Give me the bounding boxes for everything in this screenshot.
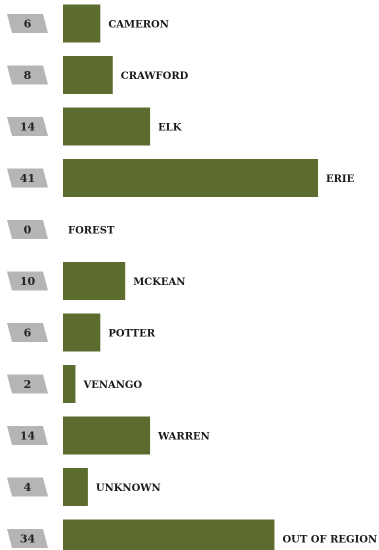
value-label: 6	[24, 327, 32, 340]
value-badge	[7, 117, 48, 136]
bar-row-warren: 14 WARREN	[7, 416, 210, 455]
category-label: VENANGO	[82, 380, 142, 391]
bar-row-unknown: 4 UNKNOWN	[7, 468, 161, 506]
bar	[63, 468, 88, 506]
value-badge	[7, 271, 48, 291]
value-label: 0	[24, 224, 32, 237]
bar-row-cameron: 6 CAMERON	[7, 4, 169, 43]
bar	[63, 56, 113, 94]
value-badge	[7, 65, 48, 85]
value-label: 41	[20, 172, 35, 185]
bar	[63, 365, 76, 403]
category-label: ERIE	[326, 174, 355, 185]
bar-row-crawford: 8 CRAWFORD	[7, 56, 189, 94]
category-label: MCKEAN	[133, 277, 185, 288]
bar	[63, 416, 151, 455]
bar-row-mckean: 10 MCKEAN	[7, 262, 185, 300]
bar	[63, 262, 126, 300]
bar-row-venango: 2 VENANGO	[7, 365, 142, 403]
value-label: 2	[24, 378, 32, 391]
category-label: CRAWFORD	[121, 71, 189, 82]
bar-row-forest: 0 FOREST	[7, 220, 115, 239]
value-label: 10	[20, 275, 36, 288]
bar	[63, 159, 318, 197]
value-badge	[7, 14, 48, 33]
category-label: POTTER	[108, 329, 155, 340]
bar	[63, 107, 151, 146]
category-label: FOREST	[68, 226, 115, 237]
bar-row-elk: 14 ELK	[7, 107, 182, 146]
bar-row-erie: 41 ERIE	[7, 159, 355, 197]
value-badge	[7, 323, 48, 342]
bar	[63, 519, 275, 550]
value-badge	[7, 529, 48, 548]
value-label: 4	[24, 481, 32, 494]
value-badge	[7, 477, 48, 497]
value-badge	[7, 168, 48, 188]
value-badge	[7, 426, 48, 445]
value-label: 8	[24, 69, 32, 82]
bar	[63, 313, 101, 352]
bar	[63, 4, 101, 43]
value-label: 6	[24, 18, 32, 31]
value-label: 34	[20, 533, 36, 546]
bar-row-out-of-region: 34 OUT OF REGION	[7, 519, 377, 550]
bar-row-potter: 6 POTTER	[7, 313, 156, 352]
value-badge	[7, 374, 48, 394]
category-label: UNKNOWN	[96, 483, 161, 494]
category-label: WARREN	[157, 432, 210, 443]
category-label: OUT OF REGION	[282, 535, 377, 546]
value-label: 14	[20, 430, 36, 443]
category-label: ELK	[158, 123, 182, 134]
category-label: CAMERON	[108, 20, 169, 31]
value-badge	[7, 220, 48, 239]
value-label: 14	[20, 121, 36, 134]
